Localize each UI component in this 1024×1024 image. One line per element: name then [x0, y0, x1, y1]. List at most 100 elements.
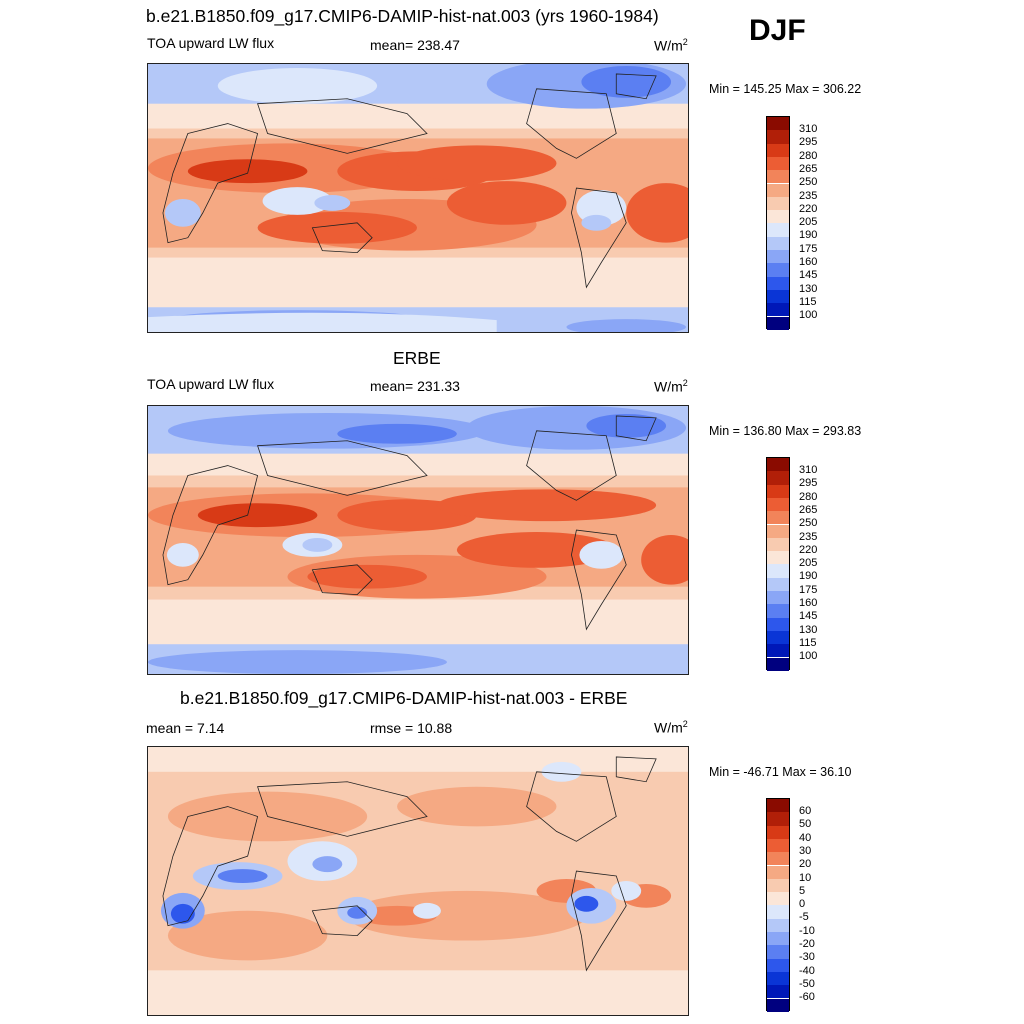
colorbar-tick-label: 205 [799, 216, 818, 229]
colorbar-tick-label: -20 [799, 938, 815, 950]
colorbar-tick-label: 265 [799, 503, 818, 516]
colorbar-swatch [767, 630, 789, 645]
panel2-colorbar [766, 457, 790, 671]
colorbar-tick-label: 160 [799, 597, 818, 609]
colorbar-tick-label: -30 [799, 951, 815, 964]
colorbar-swatch [767, 958, 789, 972]
colorbar-swatch [767, 998, 789, 1012]
colorbar-tick-label: 115 [799, 636, 817, 649]
panel2-mean-label: mean= 231.33 [370, 378, 460, 394]
colorbar-tick-label: 220 [799, 543, 818, 556]
colorbar-swatch [767, 865, 789, 879]
colorbar-swatch [767, 577, 789, 591]
panel3-field [148, 747, 688, 1015]
colorbar-swatch [767, 156, 789, 171]
colorbar-tick-label: 10 [799, 871, 812, 884]
colorbar-tick-label: 100 [799, 650, 818, 663]
colorbar-swatch [767, 130, 789, 144]
panel1-minmax: Min = 145.25 Max = 306.22 [709, 82, 862, 96]
colorbar-tick-label: 190 [799, 570, 818, 583]
panel3-rmse-label: rmse = 10.88 [370, 720, 453, 736]
colorbar-tick-label: 130 [799, 282, 818, 295]
panel1-variable-label: TOA upward LW flux [147, 35, 275, 51]
colorbar-swatch [767, 497, 789, 512]
colorbar-tick-label: -5 [799, 911, 809, 924]
colorbar-swatch [767, 303, 789, 317]
colorbar-swatch [767, 945, 789, 959]
colorbar-swatch [767, 511, 789, 525]
colorbar-swatch [767, 551, 789, 565]
panel2-title: ERBE [393, 348, 441, 368]
colorbar-tick-label: 295 [799, 477, 818, 490]
colorbar-tick-label: -60 [799, 991, 815, 1004]
panel2-variable-label: TOA upward LW flux [147, 376, 275, 392]
colorbar-swatch [767, 799, 789, 813]
colorbar-swatch [767, 196, 789, 211]
colorbar-swatch [767, 276, 789, 290]
colorbar-tick-label: 160 [799, 256, 818, 268]
colorbar-tick-label: 145 [799, 269, 818, 282]
colorbar-swatch [767, 892, 789, 906]
colorbar-tick-label: 40 [799, 831, 812, 844]
panel1-mean-label: mean= 238.47 [370, 37, 460, 53]
panel2-field [148, 406, 688, 674]
panel1-title: b.e21.B1850.f09_g17.CMIP6-DAMIP-hist-nat… [146, 6, 659, 26]
colorbar-swatch [767, 918, 789, 932]
colorbar-tick-label: 50 [799, 818, 812, 831]
colorbar-swatch [767, 838, 789, 853]
colorbar-tick-label: 115 [799, 295, 817, 308]
colorbar-swatch [767, 524, 789, 538]
colorbar-swatch [767, 852, 789, 866]
colorbar-tick-label: 250 [799, 517, 818, 530]
colorbar-tick-label: 5 [799, 884, 806, 897]
panel1-field [148, 64, 688, 332]
colorbar-swatch [767, 250, 789, 264]
colorbar-tick-label: 100 [799, 309, 818, 322]
colorbar-tick-label: 250 [799, 176, 818, 189]
colorbar-swatch [767, 644, 789, 658]
colorbar-swatch [767, 617, 789, 631]
colorbar-swatch [767, 564, 789, 578]
colorbar-tick-label: 60 [799, 805, 812, 817]
colorbar-swatch [767, 905, 789, 919]
colorbar-tick-label: 265 [799, 162, 818, 175]
panel1-colorbar [766, 116, 790, 330]
panel2-minmax: Min = 136.80 Max = 293.83 [709, 424, 862, 438]
panel3-minmax: Min = -46.71 Max = 36.10 [709, 765, 852, 779]
season-label: DJF [749, 14, 806, 47]
colorbar-swatch [767, 223, 789, 237]
colorbar-tick-label: -10 [799, 924, 815, 937]
panel2-units: W/m2 [654, 378, 688, 395]
panel3-units: W/m2 [654, 719, 688, 736]
colorbar-swatch [767, 289, 789, 304]
colorbar-tick-label: 175 [799, 583, 818, 596]
colorbar-swatch [767, 812, 789, 826]
colorbar-swatch [767, 170, 789, 184]
colorbar-swatch [767, 471, 789, 485]
colorbar-swatch [767, 458, 789, 472]
colorbar-swatch [767, 604, 789, 618]
colorbar-tick-label: 235 [799, 189, 818, 202]
colorbar-swatch [767, 537, 789, 552]
colorbar-tick-label: -50 [799, 977, 815, 990]
colorbar-swatch [767, 825, 789, 839]
colorbar-swatch [767, 183, 789, 197]
colorbar-swatch [767, 932, 789, 946]
colorbar-tick-label: 280 [799, 490, 818, 503]
colorbar-tick-label: 130 [799, 623, 818, 636]
colorbar-swatch [767, 591, 789, 605]
colorbar-tick-label: 145 [799, 610, 818, 623]
colorbar-swatch [767, 236, 789, 250]
colorbar-swatch [767, 971, 789, 986]
colorbar-swatch [767, 657, 789, 671]
colorbar-tick-label: -40 [799, 964, 815, 977]
colorbar-tick-label: 295 [799, 136, 818, 149]
colorbar-swatch [767, 117, 789, 131]
colorbar-swatch [767, 316, 789, 330]
colorbar-swatch [767, 263, 789, 277]
colorbar-tick-label: 220 [799, 202, 818, 215]
colorbar-tick-label: 20 [799, 858, 812, 871]
panel1-units: W/m2 [654, 37, 688, 54]
panel3-title: b.e21.B1850.f09_g17.CMIP6-DAMIP-hist-nat… [180, 688, 628, 708]
colorbar-tick-label: 175 [799, 242, 818, 255]
